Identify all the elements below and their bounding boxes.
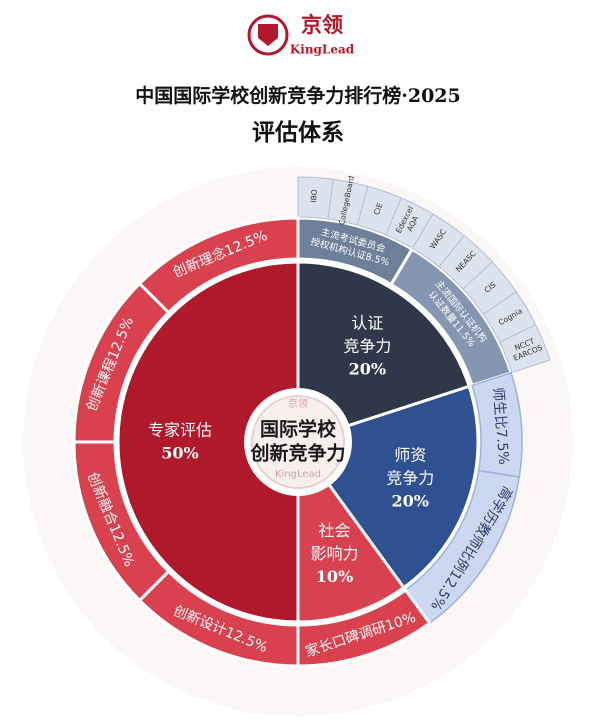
segment-name: 竞争力 (343, 336, 391, 355)
center-watermark-en: KingLead (275, 469, 321, 480)
logo: 京领 KingLead (247, 13, 355, 57)
outer-label: 师生比7.5% (489, 387, 511, 466)
value-label: 7.5% (493, 429, 512, 466)
sunburst: IBO CollegeBoard CIE EdexcelAQA主流考试委员会授权机构认… (72, 175, 551, 668)
value-label: 10% (316, 567, 353, 586)
chart-subtitle: 评估体系 (252, 119, 344, 146)
inner-label: 社会影响力 10% (310, 521, 358, 586)
inner-label: 专家评估 50% (148, 420, 212, 462)
outer-segment (137, 216, 300, 315)
logo-name: 京领 (301, 13, 343, 37)
segment-name: 认证 (351, 313, 383, 332)
segment-name: 专家评估 (148, 420, 212, 439)
accreditation-name: IBO (309, 189, 319, 203)
segment-name: 师资 (394, 445, 426, 464)
center-watermark: 京领 (288, 397, 308, 410)
center-disc (251, 395, 345, 489)
value-label: 50% (161, 443, 198, 462)
accreditation-label: CIE (372, 201, 385, 216)
inner-label: 认证竞争力 20% (343, 313, 391, 378)
accreditation-label: IBO (309, 189, 319, 203)
segment-name: 影响力 (310, 544, 358, 563)
logo-en: KingLead (290, 43, 355, 57)
chart-title: 中国国际学校创新竞争力排行榜·2025 (135, 84, 461, 107)
segment-name: 师生比 (489, 387, 508, 430)
inner-segment (116, 260, 300, 624)
center-label: 创新竞争力 (249, 442, 345, 465)
value-label: 20% (349, 359, 386, 378)
segment-name: 社会 (318, 521, 350, 540)
value-label: 20% (391, 491, 428, 510)
logo-shield (258, 24, 278, 46)
inner-segment (296, 260, 472, 445)
segment-name: 竞争力 (386, 468, 434, 487)
inner-label: 师资竞争力 20% (386, 445, 434, 510)
accreditation-cell (499, 323, 551, 374)
accreditation-name: CIE (372, 201, 385, 216)
center-label: 国际学校 (260, 418, 337, 441)
